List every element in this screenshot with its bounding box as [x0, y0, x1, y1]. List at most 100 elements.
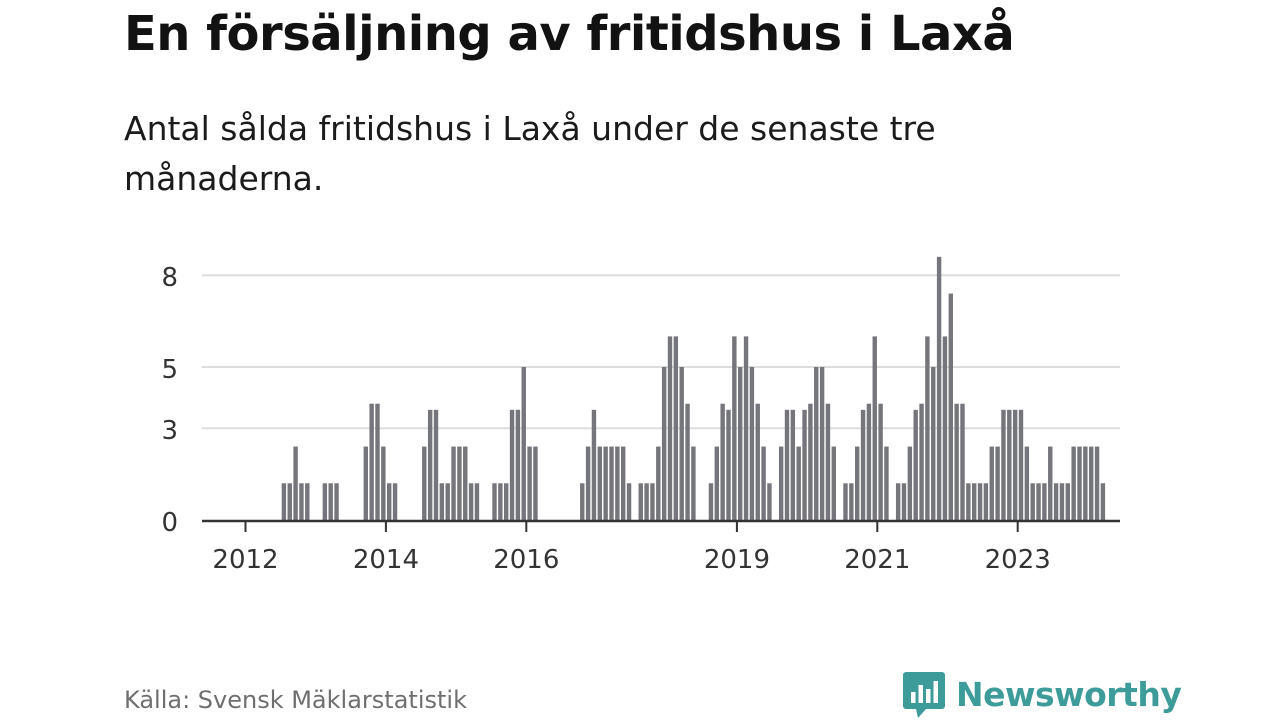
bar: [615, 446, 620, 520]
bar: [919, 403, 924, 520]
bar: [1024, 446, 1030, 520]
bar: [691, 446, 696, 520]
bar: [474, 483, 480, 520]
bar: [1100, 483, 1106, 520]
source-note: Källa: Svensk Mäklarstatistik: [124, 686, 467, 714]
bar: [679, 367, 684, 520]
bar: [468, 483, 474, 520]
bar: [597, 446, 602, 520]
x-tick-label: 2019: [704, 545, 770, 575]
bar: [381, 446, 386, 520]
bar: [738, 367, 743, 520]
bar: [603, 446, 608, 520]
bar: [901, 483, 907, 520]
bar: [767, 483, 772, 520]
bar: [855, 446, 860, 520]
bar: [931, 367, 936, 520]
bar: [661, 367, 667, 520]
bar: [644, 483, 649, 520]
bar: [1036, 483, 1041, 520]
bar: [451, 446, 456, 520]
bar: [966, 483, 971, 520]
bar: [621, 446, 626, 520]
bar: [942, 336, 948, 520]
bar: [960, 403, 965, 520]
bar: [831, 446, 836, 520]
bar: [778, 446, 784, 520]
bar-annotation-label: 1: [1100, 0, 1117, 7]
bar: [720, 403, 725, 520]
y-tick-labels: 0 3 5 8: [161, 263, 178, 538]
x-tick-label: 2021: [844, 545, 910, 575]
bar: [328, 483, 333, 520]
y-gridlines: [202, 274, 1120, 430]
bar: [995, 446, 1000, 520]
bar: [1042, 483, 1047, 520]
bar: [790, 409, 796, 520]
bar: [843, 483, 848, 520]
bar: [591, 409, 597, 520]
bar: [457, 446, 462, 520]
bar: [527, 446, 532, 520]
bar: [1012, 409, 1018, 520]
y-tick-label: 5: [161, 355, 178, 385]
bar: [977, 483, 983, 520]
bar: [1089, 446, 1094, 520]
bar: [585, 446, 591, 520]
bar: [808, 403, 813, 520]
bars: [281, 256, 1106, 520]
bar: [305, 483, 310, 520]
bar: [504, 483, 509, 520]
bar: [948, 293, 953, 520]
bar: [849, 483, 854, 520]
bar: [819, 367, 825, 520]
bar: [492, 483, 497, 520]
x-tick-label: 2016: [493, 545, 559, 575]
bar: [714, 446, 719, 520]
y-tick-label: 0: [161, 508, 178, 538]
bar: [422, 446, 427, 520]
bar: [656, 446, 661, 520]
bar: [749, 367, 755, 520]
bar: [463, 446, 468, 520]
bar: [925, 336, 930, 520]
bar: [1007, 409, 1012, 520]
bar: [796, 446, 801, 520]
bar: [784, 409, 790, 520]
bar: [1071, 446, 1076, 520]
bar: [580, 483, 585, 520]
bar: [1059, 483, 1065, 520]
y-tick-label: 3: [161, 416, 178, 446]
bar: [1053, 483, 1059, 520]
bar: [814, 367, 819, 520]
bar: [638, 483, 643, 520]
bar: [989, 446, 994, 520]
bar: [281, 483, 287, 520]
chart-title: En försäljning av fritidshus i Laxå: [124, 6, 1015, 62]
bar: [498, 483, 503, 520]
logo-wordmark: Newsworthy: [956, 675, 1182, 714]
bar: [673, 336, 679, 520]
bar: [667, 336, 673, 520]
bar: [954, 403, 959, 520]
bar: [1083, 446, 1088, 520]
bar: [1001, 409, 1006, 520]
bar: [972, 483, 977, 520]
bar: [1030, 483, 1035, 520]
bar: [913, 409, 918, 520]
bar: [743, 336, 749, 520]
bar: [369, 403, 374, 520]
bar: [878, 403, 883, 520]
bar: [884, 446, 889, 520]
bar: [866, 403, 872, 520]
x-tick-label: 2014: [353, 545, 419, 575]
bar: [626, 483, 632, 520]
bar: [521, 367, 526, 520]
newsworthy-chart-bubble-icon: [903, 672, 945, 718]
bar: [726, 409, 731, 520]
bar: [650, 483, 655, 520]
bar: [439, 483, 445, 520]
bar: [761, 446, 766, 520]
bar-chart: 0 3 5 8 2012 2014 2016 2019 2021 2023 1: [161, 0, 1120, 575]
bar: [375, 403, 380, 520]
